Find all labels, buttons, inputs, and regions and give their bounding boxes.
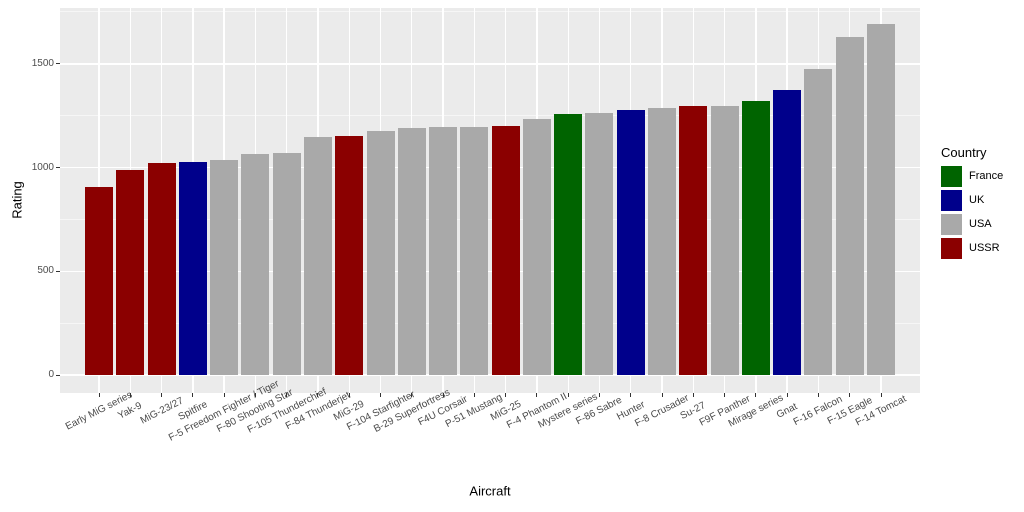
bar	[147, 163, 176, 375]
gridline-major-y	[60, 374, 920, 376]
x-tick-mark	[755, 393, 757, 397]
y-tick-mark	[56, 63, 60, 65]
bar	[522, 118, 551, 375]
legend-entry: France	[941, 166, 1003, 187]
bar	[397, 128, 426, 375]
x-tick-mark	[98, 393, 100, 397]
x-tick-mark	[724, 393, 726, 397]
x-tick-mark	[380, 393, 382, 397]
legend-entry: USSR	[941, 238, 1000, 259]
x-tick-mark	[161, 393, 163, 397]
x-tick-label: MiG-23/27	[138, 395, 185, 427]
y-tick-label: 500	[37, 265, 54, 277]
x-tick-mark	[661, 393, 663, 397]
bar	[85, 187, 113, 375]
bar	[773, 89, 802, 375]
x-tick-mark	[411, 393, 413, 397]
legend-swatch	[941, 214, 962, 235]
legend-entry: UK	[941, 190, 984, 211]
x-tick-mark	[129, 393, 131, 397]
legend-swatch	[941, 166, 962, 187]
legend-label: USSR	[969, 242, 1000, 254]
gridline-major-y	[60, 63, 920, 65]
y-tick-mark	[56, 374, 60, 376]
bar	[210, 160, 239, 375]
y-axis-title: Rating	[9, 181, 25, 219]
x-tick-mark	[317, 393, 319, 397]
bar	[116, 169, 145, 375]
x-tick-mark	[598, 393, 600, 397]
plot-panel	[60, 8, 920, 393]
bar	[460, 127, 489, 375]
bar	[366, 131, 395, 375]
legend-title: Country	[941, 145, 987, 160]
gridline-major-y	[60, 166, 920, 169]
bar	[241, 154, 270, 375]
x-tick-mark	[692, 393, 694, 397]
x-tick-mark	[254, 393, 256, 397]
gridline-minor-y	[60, 322, 920, 324]
gridline-minor-y	[60, 115, 920, 117]
x-tick-mark	[223, 393, 225, 397]
legend-swatch	[941, 238, 962, 259]
x-tick-mark	[817, 393, 819, 397]
y-tick-label: 0	[48, 369, 54, 380]
bar	[429, 127, 458, 375]
gridline-minor-y	[60, 11, 920, 13]
x-tick-mark	[286, 393, 288, 397]
bar	[616, 110, 645, 375]
legend-label: USA	[969, 218, 992, 230]
gridline-major-y	[60, 270, 920, 272]
x-tick-mark	[505, 393, 507, 397]
bar	[867, 24, 895, 375]
bar	[303, 137, 332, 375]
bar	[835, 36, 864, 375]
x-axis-title: Aircraft	[469, 483, 511, 499]
bar	[741, 101, 770, 375]
legend-entry: USA	[941, 214, 992, 235]
legend-swatch	[941, 190, 962, 211]
gridline-minor-y	[60, 218, 920, 220]
bar	[491, 126, 520, 375]
bar	[178, 162, 207, 375]
bar	[554, 113, 583, 375]
x-tick-mark	[442, 393, 444, 397]
x-tick-mark	[348, 393, 350, 397]
x-tick-mark	[880, 393, 882, 397]
x-tick-mark	[786, 393, 788, 397]
legend-label: France	[969, 170, 1004, 182]
bar	[335, 136, 364, 375]
x-tick-mark	[630, 393, 632, 397]
y-tick-mark	[56, 167, 60, 168]
y-tick-label: 1500	[31, 57, 54, 69]
x-tick-mark	[536, 393, 538, 397]
bar	[679, 106, 708, 375]
bar	[585, 112, 614, 375]
bar	[710, 106, 739, 375]
bar	[648, 108, 677, 375]
x-tick-mark	[192, 393, 194, 397]
legend: Country France UK USA USSR	[941, 145, 1021, 259]
x-tick-mark	[567, 393, 569, 397]
bar	[272, 152, 301, 375]
y-tick-label: 1000	[31, 161, 54, 173]
legend-label: UK	[969, 194, 985, 206]
bar	[804, 68, 833, 375]
y-tick-mark	[56, 270, 60, 272]
x-tick-mark	[473, 393, 475, 397]
x-tick-mark	[849, 393, 851, 397]
